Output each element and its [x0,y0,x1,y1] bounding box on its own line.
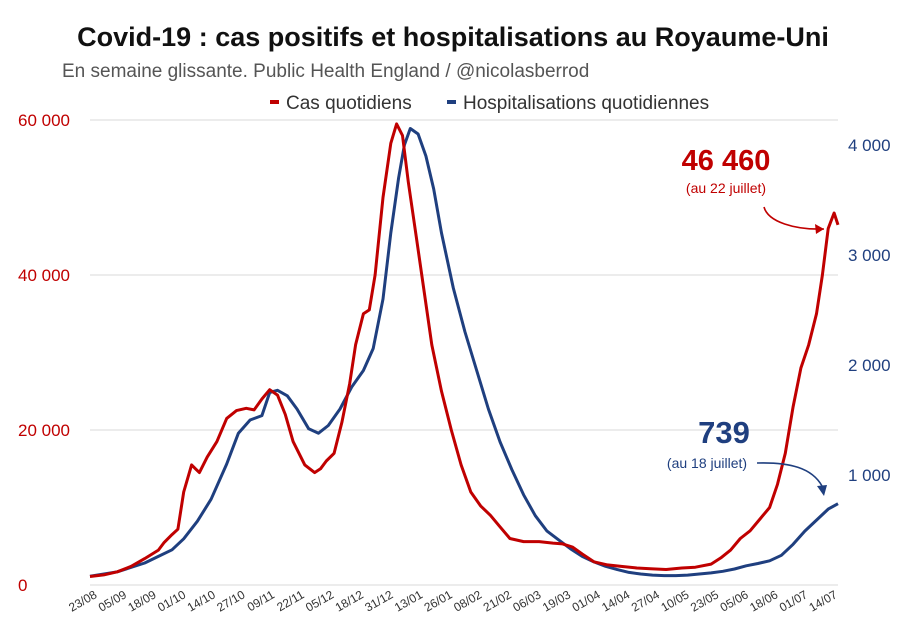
legend-hosp-label: Hospitalisations quotidiennes [463,93,709,114]
x-axis-tick-label: 18/09 [126,587,159,614]
right-axis-tick-label: 2 000 [848,356,891,375]
x-axis-tick-label: 21/02 [481,587,514,614]
right-axis-tick-label: 3 000 [848,246,891,265]
x-axis-tick-label: 01/04 [570,587,603,614]
left-axis-tick-label: 40 000 [18,266,70,285]
x-axis-tick-label: 06/03 [510,587,543,614]
chart-subtitle: En semaine glissante. Public Health Engl… [62,61,589,82]
left-axis-tick-label: 20 000 [18,421,70,440]
cases-annotation-arrow [763,206,825,230]
x-axis-tick-label: 18/06 [747,587,780,614]
x-axis-ticks: 23/0805/0918/0901/1014/1027/1009/1122/11… [66,587,839,614]
right-axis-tick-label: 1 000 [848,466,891,485]
right-axis-ticks: 1 000 2 000 3 000 4 000 [848,136,891,485]
left-axis-ticks: 0 20 000 40 000 60 000 [18,111,70,595]
right-axis-tick-label: 4 000 [848,136,891,155]
chart-title: Covid-19 : cas positifs et hospitalisati… [77,22,829,52]
gridlines [90,119,838,586]
left-axis-tick-label: 0 [18,576,27,595]
x-axis-tick-label: 22/11 [274,587,307,614]
x-axis-tick-label: 05/09 [96,587,129,614]
x-axis-tick-label: 26/01 [422,587,455,614]
x-axis-tick-label: 01/10 [155,587,188,614]
x-axis-tick-label: 23/05 [688,587,721,614]
left-axis-tick-label: 60 000 [18,111,70,130]
x-axis-tick-label: 23/08 [66,587,99,614]
hospitalisations-line [89,127,839,578]
hosp-annotation-date: (au 18 juillet) [667,455,747,471]
cases-annotation: 46 460 (au 22 juillet) [682,145,825,234]
x-axis-tick-label: 18/12 [333,587,366,614]
hosp-annotation-arrow [756,462,823,487]
x-axis-tick-label: 14/04 [599,587,632,614]
x-axis-tick-label: 31/12 [362,587,395,614]
x-axis-tick-label: 01/07 [777,587,810,614]
x-axis-tick-label: 09/11 [245,587,278,614]
legend-cases-label: Cas quotidiens [286,93,412,114]
legend: Cas quotidiens Hospitalisations quotidie… [270,93,709,114]
x-axis-tick-label: 05/12 [303,587,336,614]
x-axis-tick-label: 08/02 [451,587,484,614]
x-axis-tick-label: 19/03 [540,587,573,614]
x-axis-tick-label: 27/04 [629,587,662,614]
cases-annotation-value: 46 460 [682,145,771,177]
hosp-arrow-head [817,485,827,496]
x-axis-tick-label: 13/01 [392,587,425,614]
cases-line [89,122,840,578]
cases-annotation-date: (au 22 juillet) [686,180,766,196]
x-axis-tick-label: 14/07 [806,587,839,614]
x-axis-tick-label: 27/10 [214,587,247,614]
hosp-annotation: 739 (au 18 juillet) [667,415,827,496]
x-axis-tick-label: 10/05 [658,587,691,614]
cases-arrow-head [815,224,824,234]
x-axis-tick-label: 05/06 [718,587,751,614]
hosp-annotation-value: 739 [698,415,750,450]
x-axis-tick-label: 14/10 [185,587,218,614]
